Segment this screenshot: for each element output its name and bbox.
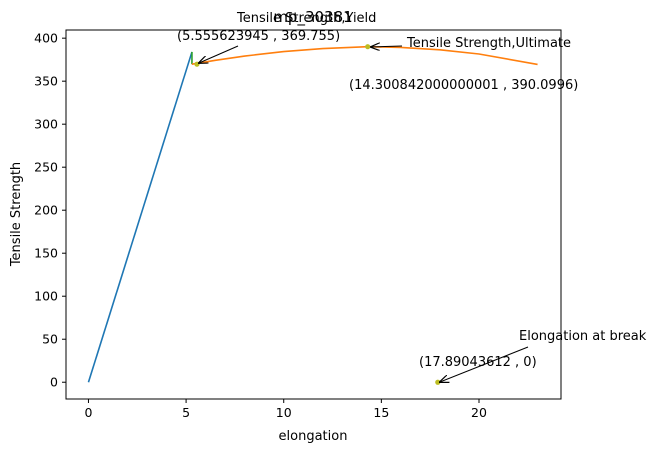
series-line-2: [191, 45, 538, 66]
yield-arrow: [199, 45, 239, 63]
y-tick-label-7: 350: [34, 74, 58, 89]
annotation-yield: Tensile Strength,Yield (5.555623945 , 36…: [177, 11, 376, 63]
marker-point-1: [365, 44, 371, 50]
y-axis-label: Tensile Strength: [9, 162, 24, 267]
yield-coords: (5.555623945 , 369.755): [177, 29, 340, 44]
ultimate-label: Tensile Strength,Ultimate: [406, 36, 571, 51]
x-tick-label-3: 15: [373, 405, 389, 420]
y-tick-label-3: 150: [34, 246, 58, 261]
series-layer: [87, 45, 538, 383]
break-arrow: [440, 346, 529, 382]
ultimate-coords: (14.300842000000001 , 390.0996): [349, 78, 578, 93]
y-tick-label-0: 0: [50, 375, 58, 390]
x-tick-label-0: 0: [84, 405, 92, 420]
x-axis-label: elongation: [279, 429, 348, 444]
series-line-0: [87, 51, 193, 383]
ultimate-arrow: [371, 46, 403, 47]
break-coords: (17.89043612 , 0): [419, 355, 537, 370]
y-tick-label-8: 400: [34, 31, 58, 46]
y-tick-label-2: 100: [34, 289, 58, 304]
plot-area: [65, 29, 562, 400]
annotation-ultimate: Tensile Strength,Ultimate (14.3008420000…: [349, 36, 578, 93]
x-tick-label-1: 5: [182, 405, 190, 420]
y-tick-label-4: 200: [34, 203, 58, 218]
x-tick-label-2: 10: [276, 405, 292, 420]
y-tick-label-1: 50: [42, 332, 58, 347]
yield-label: Tensile Strength,Yield: [236, 11, 376, 26]
marker-point-2: [435, 379, 441, 385]
break-label: Elongation at break: [519, 329, 647, 344]
x-tick-label-4: 20: [471, 405, 487, 420]
y-tick-label-5: 250: [34, 160, 58, 175]
y-tick-label-6: 300: [34, 117, 58, 132]
marker-point-0: [194, 61, 200, 67]
chart-title: mp_30381: [273, 8, 352, 27]
annotation-break: Elongation at break (17.89043612 , 0): [419, 329, 647, 382]
